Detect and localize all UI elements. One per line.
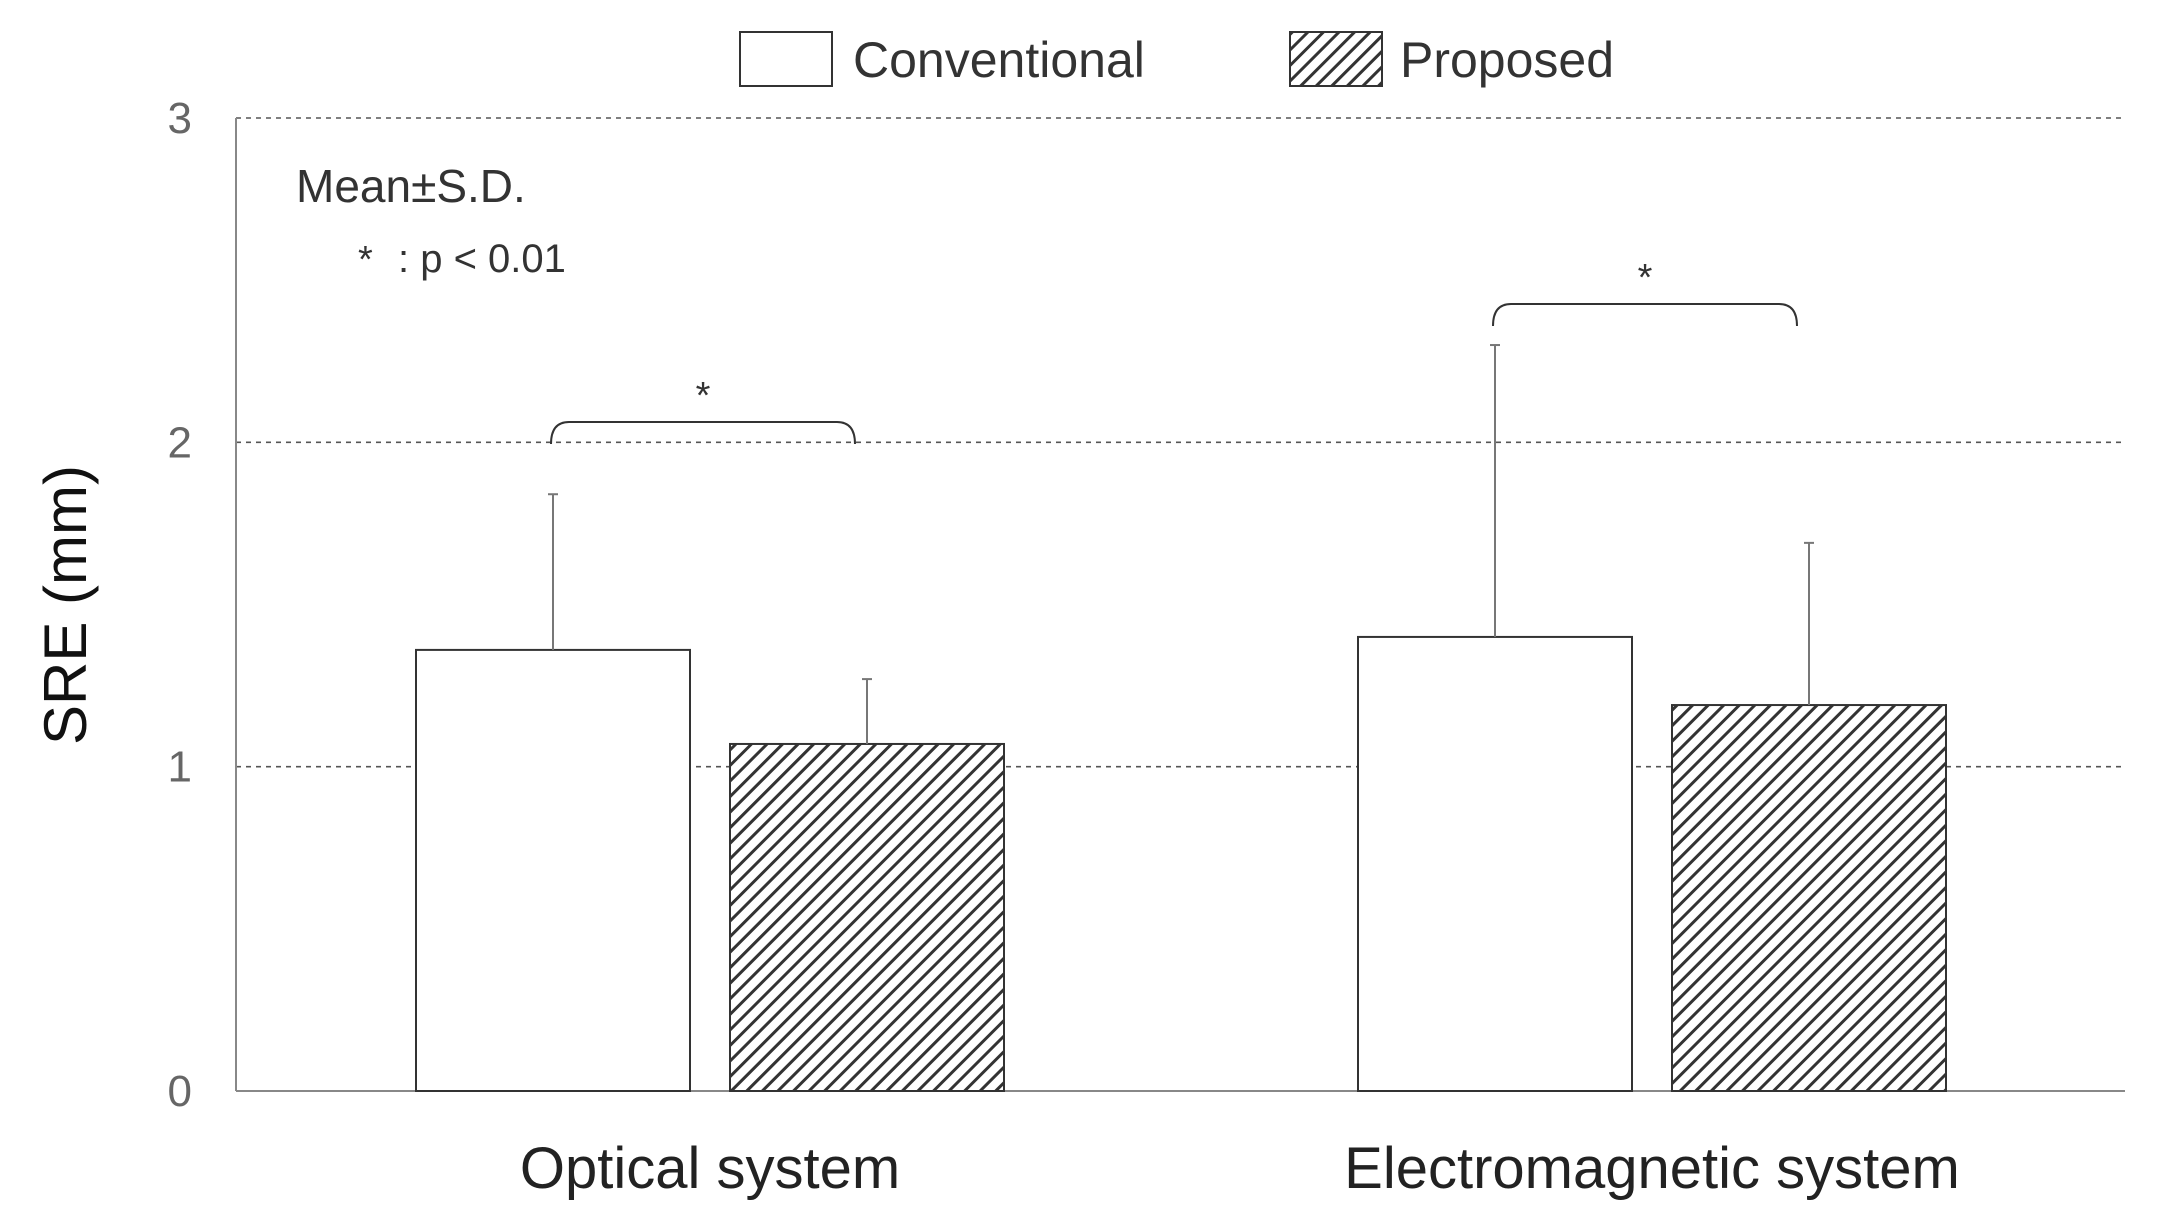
legend-swatch-conventional [739, 31, 833, 87]
stats-annotation-p-value: : p < 0.01 [398, 237, 566, 281]
stats-annotation-mean-sd: Mean±S.D. [296, 160, 526, 212]
significance-brackets: ** [550, 257, 1798, 445]
legend-swatch-proposed [1289, 31, 1383, 87]
significance-bracket-1 [1492, 303, 1798, 327]
bars [415, 635, 1947, 1093]
significance-bracket-0 [550, 421, 856, 445]
y-tick-label: 0 [168, 1067, 192, 1116]
legend-label-proposed: Proposed [1400, 32, 1614, 88]
legend: Conventional Proposed [739, 31, 1614, 88]
significance-star-0: * [696, 375, 711, 417]
significance-star-1: * [1638, 257, 1653, 299]
y-tick-label: 1 [168, 743, 192, 792]
category-label-0: Optical system [520, 1136, 900, 1201]
y-tick-label: 2 [168, 418, 192, 467]
x-axis-category-labels: Optical system Electromagnetic system [520, 1136, 1960, 1201]
category-label-1: Electromagnetic system [1344, 1136, 1960, 1201]
bar-proposed-1 [1671, 704, 1947, 1092]
y-tick-label: 3 [168, 94, 192, 143]
legend-label-conventional: Conventional [853, 32, 1145, 88]
bar-proposed-0 [729, 742, 1005, 1092]
y-axis-title: SRE (mm) [32, 465, 99, 745]
stats-annotation-star: * [358, 239, 373, 281]
bar-conventional-1 [1357, 635, 1633, 1093]
y-axis-ticks: 0 1 2 3 [168, 94, 192, 1116]
bar-conventional-0 [415, 648, 691, 1092]
error-bars [548, 344, 1814, 744]
